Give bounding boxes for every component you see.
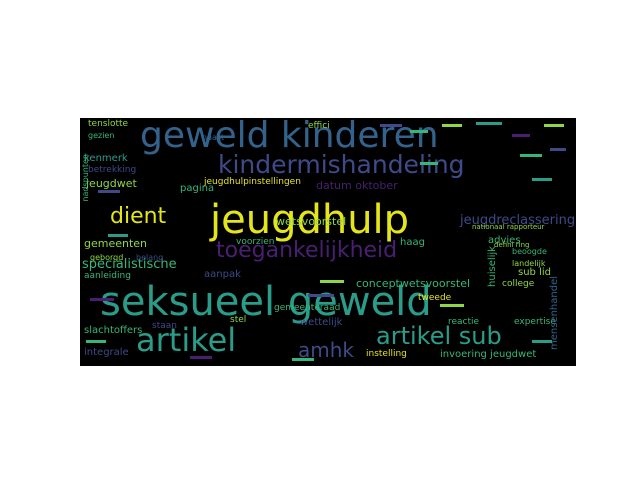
speck xyxy=(476,122,502,125)
word: tenslotte xyxy=(88,119,129,129)
word: wetsvoorstel xyxy=(276,215,347,228)
word: naast xyxy=(202,133,225,142)
speck xyxy=(86,340,106,343)
speck xyxy=(512,134,530,137)
word: dient xyxy=(110,204,167,229)
speck xyxy=(98,190,120,193)
word: pagina xyxy=(180,183,215,194)
word: haag xyxy=(400,237,425,248)
word-cloud: jeugdhulp seksueel geweld geweld kindere… xyxy=(80,118,576,366)
speck xyxy=(190,356,212,359)
word: slachtoffers xyxy=(84,325,143,336)
word: gezien xyxy=(88,131,115,140)
speck xyxy=(90,298,114,301)
word: artikel xyxy=(136,321,237,359)
word: aanleiding xyxy=(84,271,131,281)
word: invoering jeugdwet xyxy=(440,349,537,360)
word: nadspunten xyxy=(81,154,90,202)
word: huiselijk xyxy=(487,246,498,287)
word: jeugdhulpinstellingen xyxy=(204,177,301,187)
speck xyxy=(520,154,542,157)
word: stel xyxy=(230,315,247,325)
word: toegankelijkheid xyxy=(216,238,398,263)
word: voorzien xyxy=(236,237,275,247)
word: geborgd xyxy=(90,253,124,262)
word: conceptwetsvoorstel xyxy=(356,277,471,290)
speck xyxy=(532,178,552,181)
word: gemeenteraad xyxy=(274,303,341,313)
speck xyxy=(550,148,566,151)
word: defini ring xyxy=(494,241,530,249)
word: jeugdwet xyxy=(86,177,137,190)
speck xyxy=(292,358,314,361)
word: advies xyxy=(488,235,521,246)
word: instelling xyxy=(366,349,407,359)
word: nationaal rapporteur xyxy=(472,223,545,231)
word: mensenhandel xyxy=(549,276,560,351)
word: kenmerk xyxy=(84,153,128,164)
word: seksueel geweld xyxy=(100,279,432,325)
word: integrale xyxy=(84,347,129,358)
word: expertise xyxy=(514,317,556,327)
word: belang xyxy=(136,253,164,262)
word: specialistische xyxy=(82,257,177,272)
word: jeugdreclassering xyxy=(460,213,576,228)
word: amhk xyxy=(298,338,354,362)
word: sub lid xyxy=(518,267,551,278)
word: reactie xyxy=(448,317,480,327)
word: jeugdhulp xyxy=(210,197,410,243)
speck xyxy=(380,124,402,127)
speck xyxy=(440,304,464,307)
word: effici xyxy=(308,121,330,131)
word: beoogde xyxy=(512,247,547,256)
speck xyxy=(410,130,428,133)
word: betrekking xyxy=(88,165,137,175)
speck xyxy=(442,124,462,127)
word: staan xyxy=(152,321,177,331)
speck xyxy=(108,234,128,237)
speck xyxy=(320,280,344,283)
speck xyxy=(308,294,334,297)
speck xyxy=(420,162,438,165)
word: datum oktober xyxy=(316,179,398,192)
word: college xyxy=(502,279,535,289)
word: tweede xyxy=(418,293,452,303)
word: artikel sub xyxy=(376,322,502,350)
word: wettelijk xyxy=(300,317,343,328)
speck xyxy=(544,124,564,127)
word: landelijk xyxy=(512,259,546,268)
word: geweld kinderen xyxy=(140,118,439,156)
speck xyxy=(532,340,552,343)
word: gemeenten xyxy=(84,237,148,250)
word: aanpak xyxy=(204,269,241,280)
